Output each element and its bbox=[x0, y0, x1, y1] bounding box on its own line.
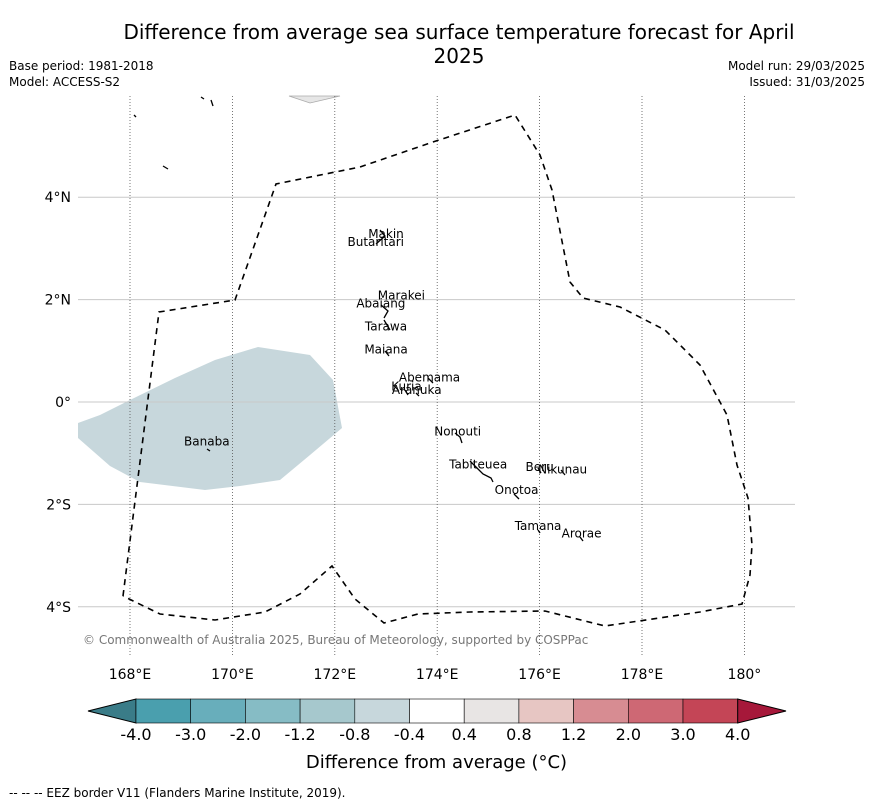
colorbar-segment bbox=[299, 698, 356, 724]
model-info: Base period: 1981-2018 Model: ACCESS-S2 bbox=[9, 58, 154, 90]
colorbar-tick-label: 2.0 bbox=[616, 725, 641, 744]
island-label: Nikunau bbox=[538, 463, 587, 477]
colorbar-tick-label: 1.2 bbox=[561, 725, 586, 744]
colorbar-segment bbox=[245, 698, 301, 724]
longitude-gridlines bbox=[129, 96, 745, 657]
model-name: Model: ACCESS-S2 bbox=[9, 75, 121, 89]
eez-border bbox=[122, 114, 753, 627]
colorbar-segment bbox=[354, 698, 410, 724]
island-label: Maiana bbox=[364, 342, 407, 356]
island-label: Banaba bbox=[184, 435, 230, 449]
colorbar-label: Difference from average (°C) bbox=[305, 752, 568, 773]
colorbar-tick-label: -3.0 bbox=[175, 725, 206, 744]
island-label: Abaiang bbox=[356, 296, 405, 310]
colorbar-tick-label: -1.2 bbox=[284, 725, 315, 744]
island-label: Marakei bbox=[378, 289, 425, 303]
colorbar-under-arrow bbox=[87, 698, 137, 724]
colorbar-tick-label: -0.8 bbox=[339, 725, 370, 744]
copyright-note: © Commonwealth of Australia 2025, Bureau… bbox=[83, 633, 589, 647]
colorbar-tick-label: 0.8 bbox=[506, 725, 531, 744]
land-fragment bbox=[288, 95, 341, 104]
island-label: Butaritari bbox=[348, 235, 405, 249]
island-label: Tarawa bbox=[364, 319, 407, 333]
island-label: Tamana bbox=[514, 519, 562, 533]
island-label: Abemama bbox=[399, 371, 460, 385]
lat-tick-label: 0° bbox=[55, 395, 71, 411]
colorbar-segment bbox=[409, 698, 465, 724]
island-label: Arorae bbox=[562, 527, 602, 541]
run-info: Model run: 29/03/2025 Issued: 31/03/2025 bbox=[728, 58, 865, 90]
base-period: Base period: 1981-2018 bbox=[9, 59, 154, 73]
lon-tick-label: 180° bbox=[728, 667, 762, 683]
island-label: Kuria bbox=[391, 380, 422, 394]
colorbar bbox=[87, 698, 787, 724]
island-label: Nonouti bbox=[434, 424, 481, 438]
colorbar-segment bbox=[463, 698, 520, 724]
colorbar-segment bbox=[627, 698, 684, 724]
lon-tick-label: 176°E bbox=[518, 667, 561, 683]
lat-tick-label: 4°N bbox=[45, 190, 71, 206]
colorbar-segment bbox=[518, 698, 574, 724]
lat-tick-label: 2°N bbox=[45, 293, 71, 309]
latitude-gridlines bbox=[78, 196, 795, 608]
colorbar-tick-label: 0.4 bbox=[451, 725, 476, 744]
island-label: Tabiteuea bbox=[448, 458, 507, 472]
model-run-date: Model run: 29/03/2025 bbox=[727, 59, 865, 73]
island-label: Beru bbox=[526, 460, 554, 474]
island-label: Onotoa bbox=[495, 483, 539, 497]
sst-anomaly-region bbox=[78, 347, 342, 490]
island-label: Makin bbox=[368, 227, 404, 241]
lon-tick-label: 168°E bbox=[109, 667, 152, 683]
map-title: Difference from average sea surface temp… bbox=[123, 20, 795, 68]
lat-tick-label: 2°S bbox=[46, 497, 71, 513]
colorbar-tick-label: 4.0 bbox=[725, 725, 750, 744]
lon-tick-label: 172°E bbox=[314, 667, 357, 683]
colorbar-segment bbox=[190, 698, 246, 724]
lon-tick-label: 174°E bbox=[416, 667, 459, 683]
colorbar-tick-label: -4.0 bbox=[120, 725, 151, 744]
colorbar-over-arrow bbox=[737, 698, 787, 724]
colorbar-segment bbox=[135, 698, 192, 724]
lon-tick-label: 178°E bbox=[621, 667, 664, 683]
eez-legend: -- -- -- EEZ border V11 (Flanders Marine… bbox=[9, 786, 346, 800]
lat-tick-label: 4°S bbox=[46, 600, 71, 616]
colorbar-tick-label: 3.0 bbox=[670, 725, 695, 744]
island-label: Aranuka bbox=[392, 383, 442, 397]
colorbar-tick-label: -2.0 bbox=[230, 725, 261, 744]
lon-tick-label: 170°E bbox=[211, 667, 254, 683]
colorbar-tick-label: -0.4 bbox=[394, 725, 425, 744]
issued-date: Issued: 31/03/2025 bbox=[749, 75, 865, 89]
colorbar-segment bbox=[682, 698, 739, 724]
colorbar-segment bbox=[573, 698, 629, 724]
island-outlines bbox=[133, 96, 584, 542]
